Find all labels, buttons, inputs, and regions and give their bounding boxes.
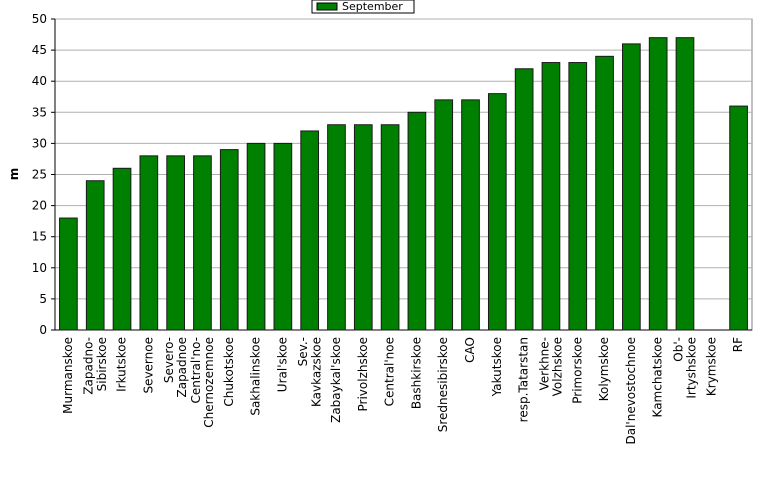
bar	[434, 99, 454, 331]
bar	[622, 43, 641, 331]
x-tick-label: Irkutskoe	[115, 337, 129, 392]
bar	[273, 142, 293, 331]
x-tick-label: Dal'nevostochnoe	[624, 337, 638, 445]
x-tick-label: Central'no-Chernozemnoe	[188, 337, 215, 428]
y-tick-label: 50	[32, 12, 47, 26]
bar	[327, 124, 346, 331]
bar	[353, 124, 373, 331]
x-tick-label: Severo-Zapadnoe	[162, 337, 189, 398]
bar	[729, 105, 748, 331]
x-tick-label: resp.Tatarstan	[517, 337, 531, 422]
bar	[568, 62, 588, 331]
x-tick-label: Ural'skoe	[275, 337, 289, 392]
x-tick-label: Central'noe	[383, 337, 397, 406]
bar	[112, 167, 132, 331]
y-tick-label: 10	[32, 261, 47, 275]
bar	[380, 124, 400, 331]
y-tick-label: 25	[32, 168, 47, 182]
bar	[246, 142, 266, 331]
x-tick-label: Privolzhskoe	[356, 337, 370, 411]
bar	[166, 155, 185, 331]
x-tick-label: Srednesibirskoe	[436, 337, 450, 432]
legend-label: September	[342, 0, 403, 13]
y-tick-label: 45	[32, 43, 47, 57]
bar	[85, 180, 105, 331]
y-tick-label: 15	[32, 230, 47, 244]
x-tick-label: Kamchatskoe	[651, 337, 665, 417]
bar	[675, 37, 695, 331]
x-tick-label: Zabaykal'skoe	[329, 337, 343, 423]
bar	[514, 68, 534, 331]
x-tick-label: Severnoe	[141, 337, 155, 394]
x-tick-label: Zapadno-Sibirskoe	[81, 337, 108, 395]
x-tick-label: Primorskoe	[570, 337, 584, 404]
x-tick-label: Sakhalinskoe	[249, 337, 263, 416]
bar	[595, 55, 614, 331]
y-tick-label: 35	[32, 105, 47, 119]
y-axis-label: m	[7, 168, 21, 181]
bar	[193, 155, 212, 331]
x-tick-label: Verkhne-Volzhskoe	[537, 337, 564, 396]
legend-swatch	[316, 2, 338, 11]
x-tick-label: Krymskoe	[704, 337, 718, 396]
x-tick-label: Murmanskoe	[61, 337, 75, 414]
y-tick-label: 0	[39, 323, 47, 337]
bar	[487, 93, 507, 331]
bar	[648, 37, 668, 331]
bar	[219, 149, 239, 331]
bar	[407, 111, 427, 331]
x-tick-label: Chukotskoe	[222, 337, 236, 407]
bar	[461, 99, 480, 331]
bar	[541, 62, 561, 331]
x-tick-label: RF	[731, 337, 745, 352]
y-tick-label: 40	[32, 74, 47, 88]
x-tick-label: CAO	[463, 337, 477, 363]
y-tick-label: 20	[32, 199, 47, 213]
x-tick-label: Yakutskoe	[490, 337, 504, 397]
bar	[300, 130, 320, 331]
y-tick-label: 5	[39, 292, 47, 306]
x-tick-label: Kolymskoe	[597, 337, 611, 401]
x-tick-label: Bashkirskoe	[409, 337, 423, 409]
bar	[139, 155, 159, 331]
bar	[59, 217, 78, 331]
y-tick-label: 30	[32, 136, 47, 150]
x-tick-label: Ob'-Irtyshskoe	[671, 337, 698, 399]
x-tick-label: Sev.-Kavkazskoe	[296, 337, 323, 407]
